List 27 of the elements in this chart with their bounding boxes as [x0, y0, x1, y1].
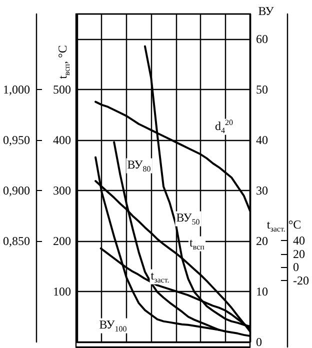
series-label: t$_{всп}$ — [188, 235, 206, 252]
y3-tick-label: 1,000 — [3, 82, 30, 97]
y-tick-label: 300 — [53, 184, 71, 198]
y-tick-label: 200 — [53, 234, 71, 248]
y-tick-label: 20 — [293, 246, 305, 261]
y2-axis-title: ВУ — [258, 4, 274, 18]
series-label: ВУ$_{100}$ — [98, 317, 128, 334]
y3-tick-label: 0,900 — [3, 184, 30, 198]
series-label: t$_{заст.}$ — [150, 268, 170, 285]
y-tick-label: 400 — [53, 133, 71, 148]
series-label: ВУ$_{50}$ — [175, 210, 201, 227]
y-tick-label: 500 — [53, 82, 71, 97]
y2-tick-label: 50 — [256, 82, 268, 97]
y-tick-label: 100 — [53, 284, 71, 299]
y-tick-label: -20 — [293, 273, 309, 288]
y3-tick-label: 0,850 — [3, 234, 30, 248]
y2-tick-label: 40 — [256, 133, 268, 148]
y2-tick-label: 0 — [256, 335, 262, 348]
y2-tick-label: 30 — [256, 184, 268, 198]
y2-tick-label: 60 — [256, 32, 268, 46]
y2-tick-label: 10 — [256, 284, 268, 299]
y-tick-label: 0 — [293, 260, 299, 274]
series-label: ВУ$_{80}$ — [126, 157, 152, 174]
y3-tick-label: 0,950 — [3, 133, 30, 148]
y2-tick-label: 20 — [256, 234, 268, 248]
y-axis-title: t$_{заст.}$ °C — [266, 217, 302, 234]
y-tick-label: 40 — [293, 233, 305, 248]
